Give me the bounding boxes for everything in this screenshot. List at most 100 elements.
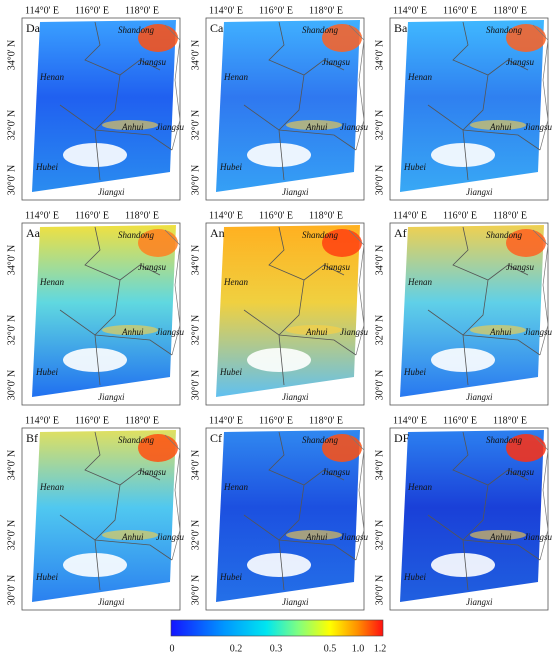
longitude-label: 114°0' E <box>25 415 59 426</box>
place-label: Henan <box>223 482 248 492</box>
place-label: Anhui <box>489 122 512 132</box>
band <box>470 120 526 130</box>
place-label: Anhui <box>305 122 328 132</box>
coast <box>532 229 549 356</box>
band <box>470 325 526 335</box>
longitude-label: 118°0' E <box>493 5 527 16</box>
place-label: Jiangsu <box>322 467 350 477</box>
latitude-label: 32°0' N <box>190 520 201 551</box>
colorbar-tick-label: 1.2 <box>374 643 387 654</box>
hotspot <box>506 24 546 52</box>
place-label: Jiangxi <box>282 392 309 402</box>
hotspot <box>322 434 362 462</box>
province-border <box>243 21 357 181</box>
longitude-label: 118°0' E <box>493 210 527 221</box>
place-label: Jiangsu <box>138 57 166 67</box>
place-label: Shandong <box>486 25 523 35</box>
latitude-label: 34°0' N <box>6 245 17 276</box>
hotspot <box>322 24 362 52</box>
longitude-label: 118°0' E <box>309 5 343 16</box>
cloud-gap <box>247 143 311 167</box>
place-label: Jiangsu <box>322 57 350 67</box>
place-label: Hubei <box>403 367 426 377</box>
latitude-label: 30°0' N <box>6 370 17 401</box>
longitude-label: 116°0' E <box>259 5 293 16</box>
place-label: Jiangxi <box>466 187 493 197</box>
place-label: Anhui <box>121 122 144 132</box>
place-label: Anhui <box>305 532 328 542</box>
colorbar-tick-label: 1.0 <box>352 643 365 654</box>
band <box>102 530 158 540</box>
hotspot <box>506 434 546 462</box>
cloud-gap <box>431 143 495 167</box>
longitude-label: 118°0' E <box>493 415 527 426</box>
place-label: Jiangsu <box>506 57 534 67</box>
longitude-label: 114°0' E <box>393 415 427 426</box>
panel-label: Aa <box>26 226 41 240</box>
cloud-gap <box>247 553 311 577</box>
longitude-label: 118°0' E <box>125 5 159 16</box>
coast <box>348 24 365 151</box>
place-label: Jiangsu <box>156 532 184 542</box>
longitude-label: 118°0' E <box>309 210 343 221</box>
latitude-label: 32°0' N <box>190 110 201 141</box>
latitude-label: 30°0' N <box>190 370 201 401</box>
colorbar-tick-label: 0.5 <box>324 643 337 654</box>
place-label: Hubei <box>35 162 58 172</box>
cloud-gap <box>431 553 495 577</box>
colorbar-tick-label: 0.3 <box>270 643 283 654</box>
cloud-gap <box>63 348 127 372</box>
place-label: Jiangsu <box>506 262 534 272</box>
longitude-label: 118°0' E <box>125 210 159 221</box>
place-label: Jiangxi <box>98 597 125 607</box>
province-border <box>59 226 173 386</box>
place-label: Hubei <box>35 367 58 377</box>
place-label: Anhui <box>305 327 328 337</box>
place-label: Jiangsu <box>322 262 350 272</box>
place-label: Hubei <box>219 162 242 172</box>
place-label: Jiangsu <box>524 122 552 132</box>
place-label: Jiangxi <box>282 187 309 197</box>
cloud-gap <box>431 348 495 372</box>
place-label: Jiangxi <box>98 392 125 402</box>
place-label: Anhui <box>489 532 512 542</box>
panel-label: An <box>210 226 225 240</box>
map-panel: 114°0' E 116°0' E 118°0' E 34°0' N 32°0' N 30… <box>374 415 552 611</box>
place-label: Jiangsu <box>524 327 552 337</box>
longitude-label: 116°0' E <box>75 415 109 426</box>
place-label: Hubei <box>219 572 242 582</box>
longitude-label: 114°0' E <box>209 415 243 426</box>
place-label: Shandong <box>302 435 339 445</box>
place-label: Jiangsu <box>340 327 368 337</box>
colorbar-tick-label: 0.2 <box>230 643 243 654</box>
place-label: Hubei <box>35 572 58 582</box>
place-label: Henan <box>407 72 432 82</box>
coast <box>164 434 181 561</box>
latitude-label: 34°0' N <box>374 40 385 71</box>
latitude-label: 34°0' N <box>190 450 201 481</box>
place-label: Shandong <box>302 230 339 240</box>
latitude-label: 30°0' N <box>374 370 385 401</box>
hotspot <box>506 229 546 257</box>
place-label: Hubei <box>403 572 426 582</box>
colorbar-tick-label: 0 <box>170 643 175 654</box>
longitude-label: 116°0' E <box>259 210 293 221</box>
hotspot <box>138 229 178 257</box>
place-label: Henan <box>407 482 432 492</box>
latitude-label: 34°0' N <box>6 40 17 71</box>
place-label: Shandong <box>118 435 155 445</box>
place-label: Jiangsu <box>138 467 166 477</box>
place-label: Jiangxi <box>466 597 493 607</box>
panel-label: Ca <box>210 21 224 35</box>
place-label: Jiangxi <box>98 187 125 197</box>
latitude-label: 32°0' N <box>6 110 17 141</box>
panel-label: Af <box>394 226 407 240</box>
longitude-label: 114°0' E <box>393 5 427 16</box>
band <box>286 325 342 335</box>
latitude-label: 32°0' N <box>374 315 385 346</box>
place-label: Henan <box>223 72 248 82</box>
place-label: Henan <box>39 277 64 287</box>
map-panel: 114°0' E 116°0' E 118°0' E 34°0' N 32°0' N 30… <box>190 5 368 201</box>
province-border <box>59 431 173 591</box>
band <box>102 325 158 335</box>
